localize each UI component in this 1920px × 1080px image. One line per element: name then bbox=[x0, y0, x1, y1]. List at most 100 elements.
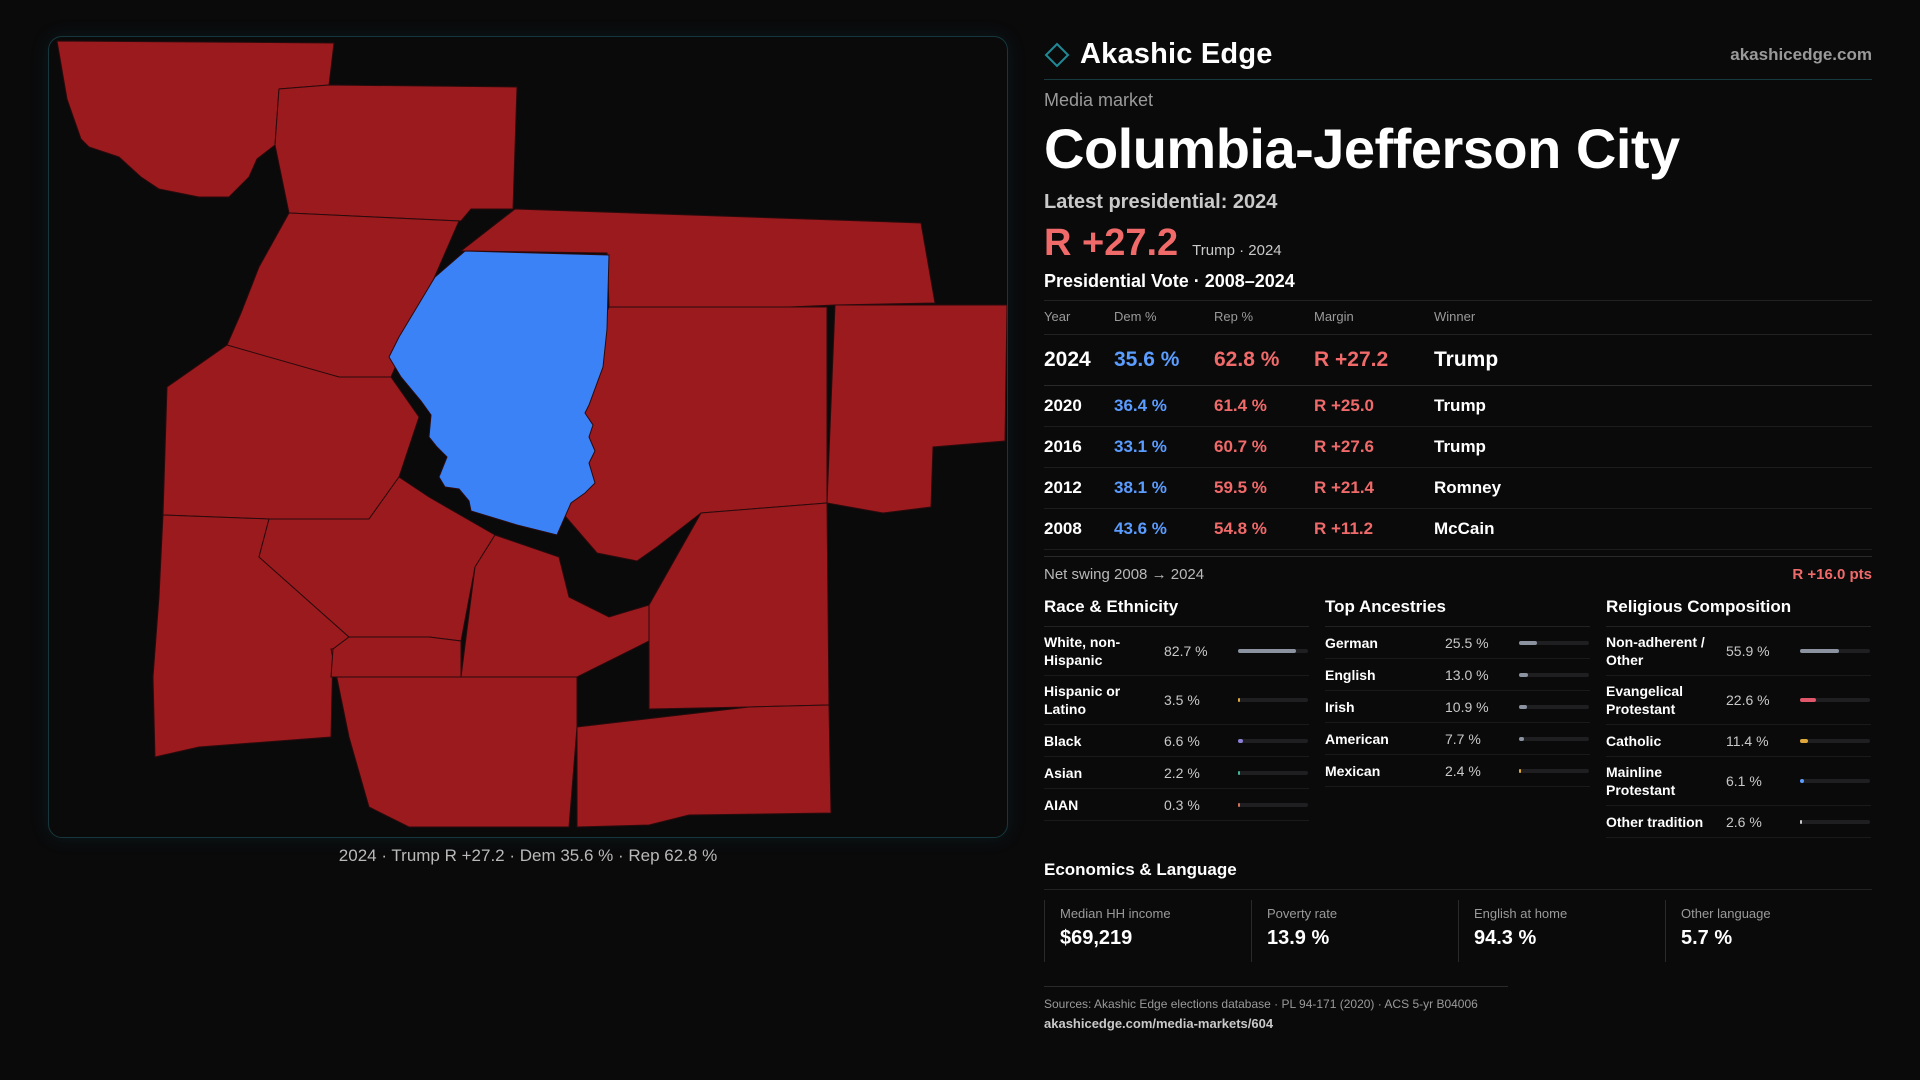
stat-bar-fill bbox=[1238, 649, 1296, 653]
econ-stat-label: Poverty rate bbox=[1267, 906, 1338, 921]
stat-label: Non-adherent / Other bbox=[1606, 634, 1705, 668]
stat-label: German bbox=[1325, 634, 1378, 651]
stat-value: 7.7 % bbox=[1445, 730, 1481, 747]
stat-value: 6.1 % bbox=[1726, 773, 1762, 789]
stat-bar-fill bbox=[1800, 698, 1816, 702]
econ-stat: English at home 94.3 % bbox=[1458, 900, 1665, 962]
net-swing: Net swing 2008 → 2024 R +16.0 pts bbox=[1044, 556, 1872, 583]
list-item: English 13.0 % bbox=[1325, 659, 1590, 691]
cell-margin: R +25.0 bbox=[1314, 385, 1434, 427]
stat-label: Irish bbox=[1325, 698, 1355, 715]
stat-bar-track bbox=[1519, 704, 1589, 709]
stat-bar-track bbox=[1238, 738, 1308, 743]
cell-winner: McCain bbox=[1434, 508, 1872, 550]
stat-bar-fill bbox=[1238, 770, 1240, 775]
stat-label: Black bbox=[1044, 732, 1082, 749]
stat-bar-track bbox=[1800, 779, 1870, 783]
stat-bar-track bbox=[1800, 649, 1870, 653]
sources-link[interactable]: akashicedge.com/media-markets/604 bbox=[1044, 1016, 1274, 1031]
cell-year: 2020 bbox=[1044, 385, 1114, 427]
stat-bar-track bbox=[1238, 698, 1308, 702]
ancestry-rows: German 25.5 % English 13.0 % Irish 10.9 % Amer… bbox=[1325, 627, 1590, 787]
county-shape[interactable] bbox=[274, 84, 518, 222]
info-panel: Akashic Edge akashicedge.com Media marke… bbox=[1044, 30, 1872, 1031]
cell-rep: 60.7 % bbox=[1214, 426, 1314, 468]
stat-bar-track bbox=[1238, 649, 1308, 653]
dem-county-shape[interactable] bbox=[388, 250, 610, 536]
cell-winner: Trump bbox=[1434, 334, 1872, 386]
stat-label: White, non-Hispanic bbox=[1044, 634, 1121, 668]
cell-winner: Romney bbox=[1434, 467, 1872, 509]
cell-year: 2008 bbox=[1044, 508, 1114, 550]
econ-stat: Poverty rate 13.9 % bbox=[1251, 900, 1458, 962]
swing-label: Net swing 2008 → 2024 bbox=[1044, 566, 1205, 583]
county-shape[interactable] bbox=[330, 636, 462, 678]
brand[interactable]: Akashic Edge bbox=[1044, 38, 1273, 71]
county-shape[interactable] bbox=[826, 304, 1007, 514]
stat-value: 55.9 % bbox=[1726, 643, 1770, 659]
econ-stat-value: 13.9 % bbox=[1267, 927, 1330, 949]
list-item: AIAN 0.3 % bbox=[1044, 789, 1309, 821]
site-link[interactable]: akashicedge.com bbox=[1730, 44, 1872, 64]
county-map-svg[interactable] bbox=[49, 37, 1008, 838]
cell-rep: 61.4 % bbox=[1214, 385, 1314, 427]
stat-value: 0.3 % bbox=[1164, 796, 1200, 813]
stat-bar-fill bbox=[1519, 736, 1524, 741]
table-row: 2008 43.6 % 54.8 % R +11.2 McCain bbox=[1044, 508, 1872, 550]
list-item: Hispanic or Latino 3.5 % bbox=[1044, 676, 1309, 725]
econ-stat-label: English at home bbox=[1474, 906, 1568, 921]
list-item: Asian 2.2 % bbox=[1044, 757, 1309, 789]
econ-stat-label: Other language bbox=[1681, 906, 1771, 921]
stat-bar-track bbox=[1238, 802, 1308, 807]
list-item: Catholic 11.4 % bbox=[1606, 725, 1871, 757]
cell-winner: Trump bbox=[1434, 426, 1872, 468]
sources-text: Sources: Akashic Edge elections database… bbox=[1044, 997, 1478, 1011]
vote-table-header: Year Dem % Rep % Margin Winner bbox=[1044, 301, 1872, 335]
county-shape[interactable] bbox=[576, 704, 832, 828]
stat-label: Catholic bbox=[1606, 732, 1662, 749]
brand-diamond-icon bbox=[1044, 42, 1070, 67]
demographics-grid: Race & Ethnicity White, non-Hispanic 82.7… bbox=[1044, 597, 1872, 838]
cell-rep: 54.8 % bbox=[1214, 508, 1314, 550]
list-item: Mexican 2.4 % bbox=[1325, 755, 1590, 787]
cell-year: 2016 bbox=[1044, 426, 1114, 468]
sources-footer: Sources: Akashic Edge elections database… bbox=[1044, 986, 1508, 1031]
econ-stat: Median HH income $69,219 bbox=[1044, 900, 1251, 962]
cell-dem: 33.1 % bbox=[1114, 426, 1214, 468]
table-row: 2016 33.1 % 60.7 % R +27.6 Trump bbox=[1044, 426, 1872, 468]
county-shape[interactable] bbox=[648, 502, 830, 710]
race-rows: White, non-Hispanic 82.7 % Hispanic or Lat… bbox=[1044, 627, 1309, 821]
religion-title: Religious Composition bbox=[1606, 597, 1871, 627]
stat-bar-fill bbox=[1519, 640, 1537, 645]
econ-stat-label: Median HH income bbox=[1060, 906, 1171, 921]
header-rep: Rep % bbox=[1214, 301, 1314, 335]
race-ethnicity-title: Race & Ethnicity bbox=[1044, 597, 1309, 627]
market-eyebrow: Media market bbox=[1044, 90, 1154, 110]
stat-label: AIAN bbox=[1044, 796, 1079, 813]
county-map[interactable] bbox=[48, 36, 1008, 838]
stat-bar-track bbox=[1519, 672, 1589, 677]
vote-section-title: Presidential Vote · 2008–2024 bbox=[1044, 271, 1872, 301]
stat-bar-fill bbox=[1800, 649, 1839, 653]
stat-value: 2.2 % bbox=[1164, 764, 1200, 781]
cell-dem: 36.4 % bbox=[1114, 385, 1214, 427]
stat-bar-fill bbox=[1519, 768, 1521, 773]
econ-stat-value: $69,219 bbox=[1060, 927, 1133, 949]
header-bar: Akashic Edge akashicedge.com bbox=[1044, 30, 1872, 80]
stat-value: 13.0 % bbox=[1445, 666, 1489, 683]
list-item: Irish 10.9 % bbox=[1325, 691, 1590, 723]
stat-value: 25.5 % bbox=[1445, 634, 1489, 651]
table-row: 2024 35.6 % 62.8 % R +27.2 Trump bbox=[1044, 334, 1872, 386]
stat-bar-track bbox=[1519, 768, 1589, 773]
list-item: Black 6.6 % bbox=[1044, 725, 1309, 757]
header-winner: Winner bbox=[1434, 301, 1872, 335]
cell-year: 2024 bbox=[1044, 334, 1114, 386]
econ-stat-value: 94.3 % bbox=[1474, 927, 1537, 949]
stat-bar-track bbox=[1519, 640, 1589, 645]
stat-label: English bbox=[1325, 666, 1376, 683]
religion-section: Religious Composition Non-adherent / Oth… bbox=[1606, 597, 1871, 838]
ancestries-section: Top Ancestries German 25.5 % English 13.0 %… bbox=[1325, 597, 1590, 838]
stat-bar-track bbox=[1519, 736, 1589, 741]
economics-title: Economics & Language bbox=[1044, 860, 1872, 890]
stat-bar-fill bbox=[1238, 802, 1240, 807]
